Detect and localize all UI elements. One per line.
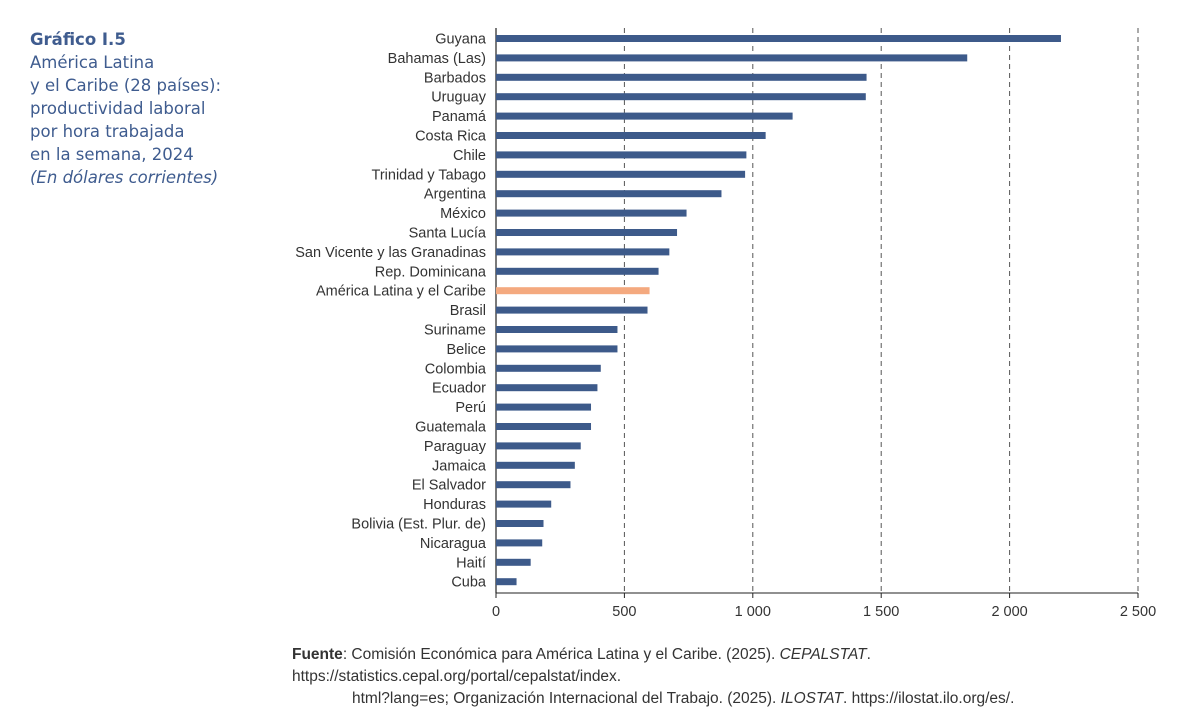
- bar-18: [496, 384, 598, 392]
- category-label-27: Haití: [456, 555, 486, 571]
- source-ilostat: ILOSTAT: [780, 690, 843, 707]
- category-label-5: Costa Rica: [415, 129, 487, 145]
- grid-layer: [495, 28, 1139, 594]
- bar-16: [496, 345, 618, 353]
- source-label: Fuente: [292, 646, 343, 663]
- bar-10: [496, 229, 678, 236]
- category-label-28: Cuba: [451, 575, 487, 591]
- bar-19: [496, 403, 592, 411]
- chart-title-line-1: América Latina: [30, 53, 155, 72]
- chart-title-line-4: por hora trabajada: [30, 122, 185, 141]
- bar-8: [496, 190, 722, 198]
- source-text-1a: : Comisión Económica para América Latina…: [342, 646, 780, 663]
- category-label-25: Bolivia (Est. Plur. de): [351, 517, 486, 533]
- category-label-16: Belice: [447, 342, 487, 358]
- source-text-2a: html?lang=es; Organización Internacional…: [352, 690, 781, 707]
- category-label-layer: Guyana Bahamas (Las) Barbados Uruguay Panamá…: [295, 32, 487, 591]
- x-tick-label-3: 1 500: [863, 604, 899, 620]
- bar-12: [496, 267, 659, 275]
- category-label-0: Guyana: [435, 32, 487, 48]
- x-tick-label-2: 1 000: [735, 604, 771, 620]
- bar-6: [496, 151, 747, 159]
- category-label-4: Panamá: [432, 109, 487, 125]
- bar-14: [496, 306, 648, 314]
- bar-22: [496, 461, 575, 469]
- chart-title-line-5: en la semana, 2024: [30, 145, 194, 164]
- x-tick-label-0: 0: [492, 604, 500, 620]
- chart-number: Gráfico I.5: [30, 30, 126, 49]
- source-line-2: html?lang=es; Organización Internacional…: [292, 688, 1162, 710]
- bar-9: [496, 209, 687, 217]
- source-text-2b: . https://ilostat.ilo.org/es/.: [842, 690, 1015, 707]
- bar-3: [496, 93, 866, 101]
- x-tick-label-5: 2 500: [1120, 604, 1156, 620]
- category-label-8: Argentina: [424, 187, 487, 203]
- x-tick-label-1: 500: [612, 604, 636, 620]
- chart-units: (En dólares corrientes): [30, 168, 219, 187]
- category-label-10: Santa Lucía: [409, 226, 487, 242]
- category-label-12: Rep. Dominicana: [375, 264, 487, 280]
- x-tick-layer: 0 500 1 000 1 500 2 000 2 500: [492, 593, 1156, 620]
- bar-1: [496, 54, 968, 62]
- bar-5: [496, 132, 766, 139]
- bar-20: [496, 423, 592, 430]
- category-label-26: Nicaragua: [420, 536, 487, 552]
- category-label-21: Paraguay: [424, 439, 487, 455]
- x-tick-label-4: 2 000: [991, 604, 1027, 620]
- category-label-1: Bahamas (Las): [388, 51, 486, 67]
- bar-11: [496, 248, 670, 256]
- bar-28: [496, 578, 517, 586]
- category-label-14: Brasil: [450, 303, 486, 319]
- bar-25: [496, 520, 544, 527]
- bar-27: [496, 558, 531, 566]
- category-label-13: América Latina y el Caribe: [316, 284, 486, 300]
- source-note: Fuente: Comisión Económica para América …: [292, 644, 1162, 710]
- category-label-9: México: [440, 206, 486, 222]
- bar-chart: Guyana Bahamas (Las) Barbados Uruguay Panamá…: [295, 28, 1156, 620]
- category-label-6: Chile: [453, 148, 486, 164]
- chart-title-line-2: y el Caribe (28 países):: [30, 76, 222, 95]
- bar-15: [496, 326, 618, 333]
- source-cepalstat: CEPALSTAT: [779, 646, 867, 663]
- bar-26: [496, 539, 543, 547]
- source-text-1b: . https://statistics.cepal.org/portal/ce…: [292, 646, 871, 685]
- bar-2: [496, 73, 867, 81]
- category-label-7: Trinidad y Tabago: [372, 167, 486, 183]
- bar-13: [496, 287, 650, 295]
- category-label-2: Barbados: [424, 70, 486, 86]
- bar-0: [496, 35, 1061, 42]
- category-label-15: Suriname: [424, 323, 486, 339]
- category-label-3: Uruguay: [431, 90, 487, 106]
- bar-17: [496, 364, 601, 372]
- bar-7: [496, 170, 746, 178]
- category-label-24: Honduras: [423, 497, 486, 513]
- chart-title-line-3: productividad laboral: [30, 99, 206, 118]
- category-label-18: Ecuador: [432, 381, 486, 397]
- bar-23: [496, 481, 571, 489]
- chart-title-block: Gráfico I.5 América Latina y el Caribe (…: [30, 28, 260, 189]
- category-label-22: Jamaica: [432, 458, 487, 474]
- bar-4: [496, 112, 793, 120]
- category-label-17: Colombia: [425, 361, 487, 377]
- bar-layer: [496, 35, 1061, 586]
- category-label-23: El Salvador: [412, 478, 486, 494]
- bar-24: [496, 500, 552, 508]
- category-label-11: San Vicente y las Granadinas: [295, 245, 486, 261]
- category-label-19: Perú: [455, 400, 486, 416]
- category-label-20: Guatemala: [415, 420, 487, 436]
- bar-21: [496, 442, 581, 450]
